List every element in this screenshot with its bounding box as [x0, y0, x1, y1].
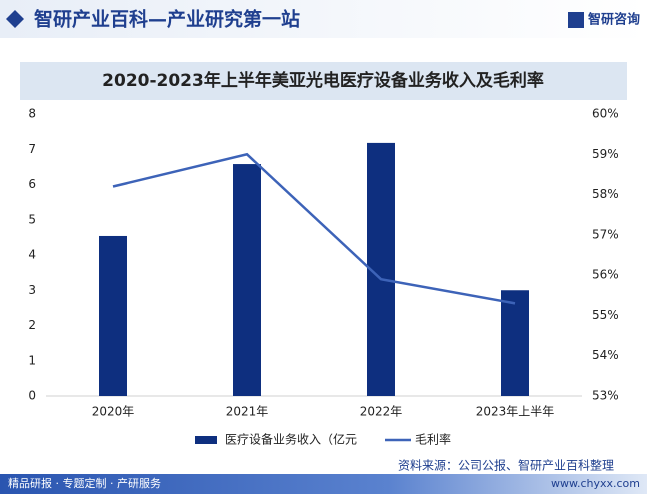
- y-tick-label: 4: [28, 248, 36, 262]
- y-tick-label: 3: [28, 283, 36, 297]
- chart-title: 2020-2023年上半年美亚光电医疗设备业务收入及毛利率: [102, 70, 544, 91]
- bar: [501, 290, 529, 396]
- y-tick-label: 7: [28, 142, 36, 156]
- y2-tick-label: 60%: [592, 107, 619, 121]
- y2-tick-label: 53%: [592, 389, 619, 403]
- y2-tick-label: 59%: [592, 147, 619, 161]
- logo-text: 智研咨询: [588, 12, 640, 28]
- footer-left: 精品研报 · 专题定制 · 产研服务: [8, 476, 161, 490]
- x-tick-label: 2020年: [92, 405, 135, 419]
- header-title: 智研产业百科—产业研究第一站: [34, 8, 300, 31]
- y-tick-label: 0: [28, 389, 36, 403]
- y-tick-label: 5: [28, 212, 36, 226]
- x-tick-label: 2022年: [360, 405, 403, 419]
- legend-label: 医疗设备业务收入（亿元: [225, 432, 357, 447]
- y-tick-label: 2: [28, 318, 36, 332]
- header-bar: [0, 0, 647, 38]
- source: 资料来源：公司公报、智研产业百科整理: [398, 458, 614, 473]
- header-icon: [6, 10, 24, 28]
- x-tick-label: 2023年上半年: [476, 405, 555, 419]
- bar: [99, 235, 127, 396]
- y2-tick-label: 56%: [592, 268, 619, 282]
- y-tick-label: 1: [28, 353, 36, 367]
- y2-tick-label: 57%: [592, 227, 619, 241]
- line: [112, 152, 516, 305]
- y2-tick-label: 58%: [592, 187, 619, 201]
- legend-swatch: [195, 436, 217, 444]
- y2-tick-label: 54%: [592, 348, 619, 362]
- legend-label: 毛利率: [415, 432, 451, 447]
- y2-tick-label: 55%: [592, 308, 619, 322]
- x-tick-label: 2021年: [226, 405, 269, 419]
- footer-url: www.chyxx.com: [551, 477, 640, 490]
- logo-icon: [568, 12, 584, 28]
- title-band: [20, 62, 627, 100]
- footer-bar: [0, 474, 647, 494]
- y-tick-label: 6: [28, 177, 36, 191]
- bar: [233, 164, 261, 396]
- y-tick-label: 8: [28, 107, 36, 121]
